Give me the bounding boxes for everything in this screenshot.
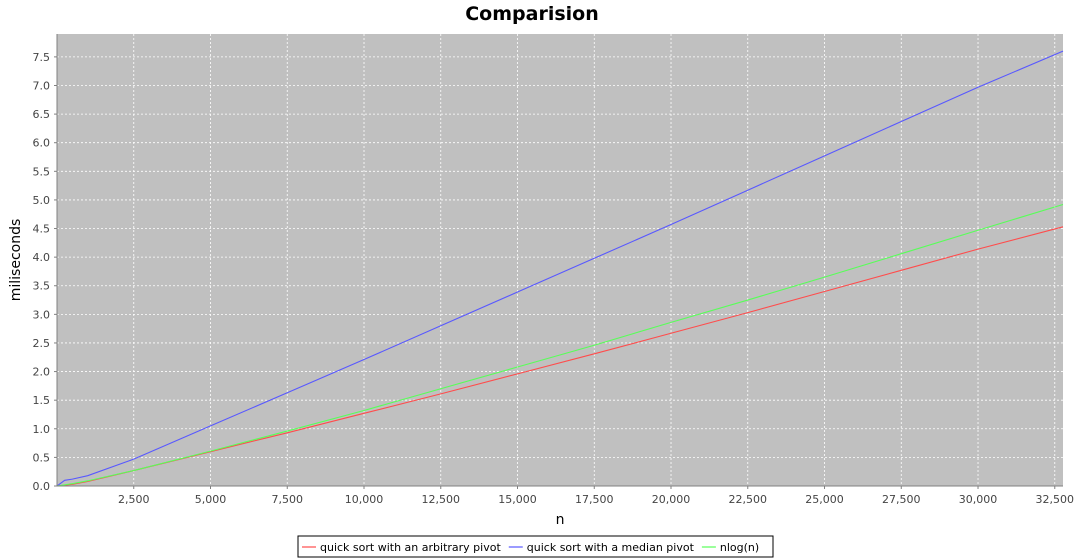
y-tick-label: 0.0 — [33, 480, 51, 493]
x-tick-label: 25,000 — [805, 493, 844, 506]
y-tick-label: 4.5 — [33, 223, 51, 236]
y-axis-label: miliseconds — [8, 219, 24, 302]
x-tick-label: 15,000 — [498, 493, 537, 506]
y-tick-label: 1.5 — [33, 394, 51, 407]
y-tick-label: 5.5 — [33, 165, 51, 178]
x-tick-label: 32,500 — [1036, 493, 1075, 506]
grid-lines — [57, 34, 1063, 487]
y-tick-label: 7.5 — [33, 51, 51, 64]
x-tick-label: 17,500 — [575, 493, 614, 506]
y-tick-label: 6.5 — [33, 108, 51, 121]
series-line-2 — [56, 203, 1064, 487]
x-axis-label: n — [556, 512, 565, 528]
y-tick-label: 6.0 — [33, 137, 51, 150]
legend: quick sort with an arbitrary pivot quick … — [297, 535, 774, 558]
x-tick-label: 20,000 — [652, 493, 691, 506]
series-line-1 — [56, 50, 1064, 487]
y-tick-label: 7.0 — [33, 79, 51, 92]
x-tick-label: 5,000 — [195, 493, 227, 506]
legend-box — [297, 535, 774, 558]
y-tick-label: 0.5 — [33, 451, 51, 464]
x-tick-label: 30,000 — [959, 493, 998, 506]
x-tick-label: 7,500 — [272, 493, 304, 506]
legend-label: quick sort with a median pivot — [527, 541, 695, 554]
x-tick-label: 12,500 — [422, 493, 461, 506]
y-axis-ticks: 0.0 0.5 1.0 1.5 2.0 2.5 3.0 3.5 4.0 4.5 5.0 5.5 6.0 6… — [33, 51, 57, 493]
y-tick-label: 2.5 — [33, 337, 51, 350]
y-tick-label: 5.0 — [33, 194, 51, 207]
x-tick-label: 27,500 — [882, 493, 921, 506]
y-tick-label: 3.0 — [33, 308, 51, 321]
y-tick-label: 1.0 — [33, 423, 51, 436]
y-tick-label: 3.5 — [33, 280, 51, 293]
series-lines — [56, 50, 1064, 487]
y-tick-label: 4.0 — [33, 251, 51, 264]
x-tick-label: 22,500 — [729, 493, 768, 506]
x-axis-ticks: 2,500 5,000 7,500 10,000 12,500 15,000 17,500 2… — [118, 486, 1074, 506]
plot-area — [57, 34, 1063, 486]
legend-label: quick sort with an arbitrary pivot — [320, 541, 501, 554]
chart-title: Comparision — [465, 3, 599, 25]
x-tick-label: 2,500 — [118, 493, 150, 506]
x-tick-label: 10,000 — [345, 493, 384, 506]
y-tick-label: 2.0 — [33, 366, 51, 379]
legend-label: nlog(n) — [720, 541, 759, 554]
